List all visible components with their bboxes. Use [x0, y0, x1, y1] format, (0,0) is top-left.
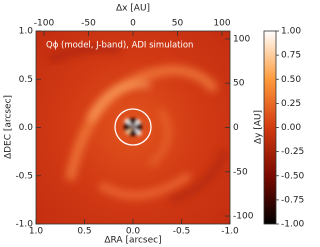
- colorbar-tick-label: 0.75: [281, 51, 301, 61]
- y2-tick-label: 50: [233, 79, 245, 89]
- disk-image: [36, 31, 230, 224]
- y2-tick-label: -50: [233, 167, 248, 177]
- x2-tick-label: 0: [130, 19, 136, 29]
- y2-tick-label: -100: [233, 212, 254, 222]
- colorbar-tick-label: -0.50: [281, 171, 305, 181]
- x2-tick-label: 50: [172, 19, 184, 29]
- x2-tick-label: 100: [213, 19, 230, 29]
- mask-circle: [114, 108, 152, 146]
- annotation: Qϕ (model, J-band), ADI simulation: [46, 41, 193, 51]
- colorbar-tick-label: -0.25: [281, 147, 304, 157]
- y-tick-label: 0.0: [19, 123, 34, 133]
- x2-axis-label: Δx [AU]: [116, 4, 150, 14]
- x-axis-label: ΔRA [arcsec]: [104, 236, 161, 246]
- y-tick-label: 0.5: [19, 75, 33, 85]
- x-tick-label: -1.0: [221, 227, 239, 237]
- y2-axis-label: Δy [AU]: [254, 110, 264, 144]
- y-axis-label: ΔDEC [arcsec]: [4, 95, 14, 159]
- colorbar-tick-label: 0.25: [281, 99, 301, 109]
- x-tick-label: 0.5: [77, 227, 91, 237]
- colorbar-tick-label: -1.00: [281, 220, 305, 230]
- colorbar-tick-label: 1.00: [281, 27, 301, 37]
- y-tick-label: -1.0: [15, 220, 33, 230]
- y2-tick-label: 0: [233, 123, 239, 133]
- x-tick-label: 0.0: [126, 227, 141, 237]
- x2-tick-label: -100: [34, 19, 55, 29]
- y-tick-label: -0.5: [15, 171, 33, 181]
- y2-tick-label: 100: [233, 34, 250, 44]
- x-tick-label: 1.0: [29, 227, 44, 237]
- colorbar-tick-label: 0.00: [281, 123, 301, 133]
- colorbar-tick-label: 0.50: [281, 75, 301, 85]
- y-tick-label: 1.0: [19, 27, 34, 37]
- chart: Qϕ (model, J-band), ADI simulation ΔRA […: [4, 4, 305, 246]
- x-tick-label: -0.5: [173, 227, 191, 237]
- colorbar-tick-label: -0.75: [281, 195, 304, 205]
- x2-tick-label: -50: [81, 19, 96, 29]
- colorbar: [263, 30, 277, 225]
